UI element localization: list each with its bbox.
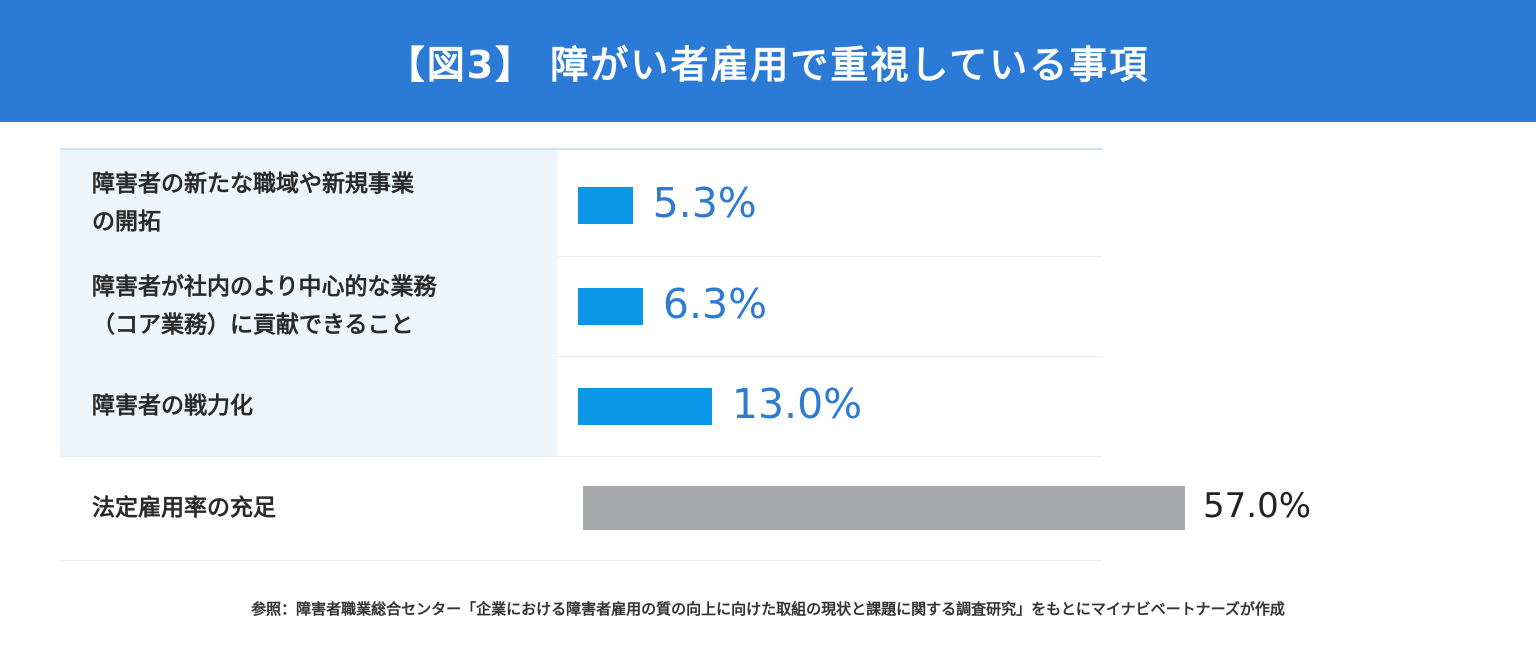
chart-title: 【図3】 障がい者雇用で重視している事項 xyxy=(386,42,1150,87)
value-label: 6.3% xyxy=(662,279,768,328)
source-footnote: 参照：障害者職業総合センター「企業における障害者雇用の質の向上に向けた取組の現状… xyxy=(251,600,1285,618)
category-label-cell: 障害者が社内のより中心的な業務 （コア業務）に貢献できること xyxy=(60,256,558,356)
table-row: 障害者の戦力化 xyxy=(60,356,1102,457)
category-label: 法定雇用率の充足 xyxy=(92,495,276,521)
category-label: 障害者の新たな職域や新規事業 の開拓 xyxy=(92,171,414,235)
category-label: 障害者が社内のより中心的な業務 （コア業務）に貢献できること xyxy=(92,274,437,338)
category-label-cell: 障害者の戦力化 xyxy=(60,356,558,456)
category-label-cell: 障害者の新たな職域や新規事業 の開拓 xyxy=(60,150,558,256)
value-label: 5.3% xyxy=(652,178,757,227)
table-row: 障害者の新たな職域や新規事業 の開拓 xyxy=(60,150,1102,257)
bar xyxy=(578,287,643,325)
table-row: 障害者が社内のより中心的な業務 （コア業務）に貢献できること xyxy=(60,256,1102,357)
bar xyxy=(583,486,1185,530)
bar xyxy=(578,186,633,224)
category-label-cell: 法定雇用率の充足 xyxy=(60,456,558,560)
table-top-rule xyxy=(60,148,1102,150)
category-label: 障害者の戦力化 xyxy=(92,393,253,419)
value-label: 13.0% xyxy=(731,379,863,428)
bar xyxy=(578,387,712,425)
header-banner: 【図3】 障がい者雇用で重視している事項 xyxy=(0,0,1536,122)
table-row: 法定雇用率の充足 xyxy=(60,456,1102,561)
value-label: 57.0% xyxy=(1203,486,1312,526)
